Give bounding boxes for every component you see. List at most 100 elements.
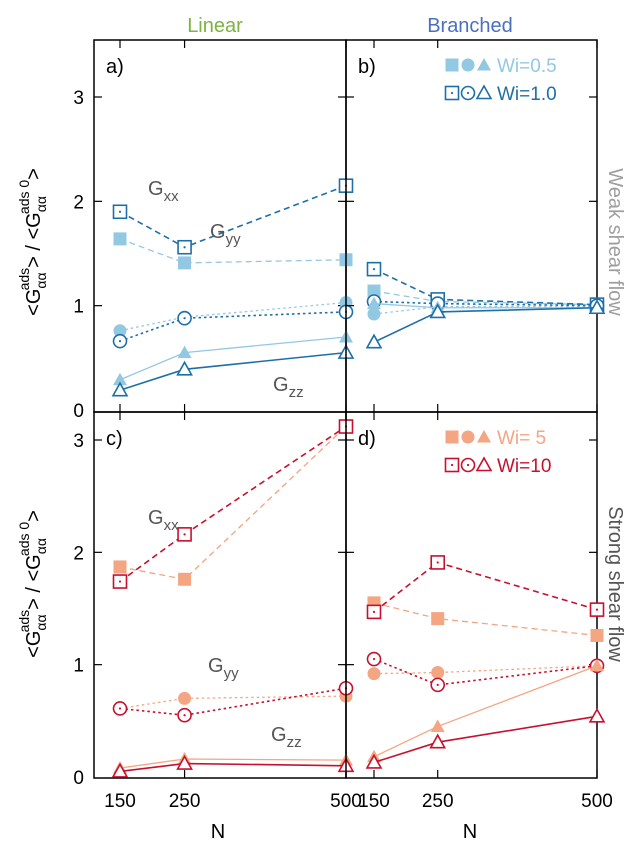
legend: Wi= 5 Wi=10 — [444, 428, 551, 477]
y-tick-label: 0 — [73, 768, 84, 789]
data-point-zz-open-250 — [429, 303, 447, 319]
annotation-gxx: Gxx — [148, 507, 179, 534]
series-line-xx-open — [119, 425, 347, 583]
series-line-zz-open — [373, 306, 598, 343]
legend-marker-zz-filled — [477, 430, 491, 443]
row-title-strong: Strong shear flow — [604, 506, 626, 662]
legend-marker-yy-filled — [461, 58, 475, 72]
series-line-xx-open — [373, 561, 598, 613]
column-title-linear: Linear — [187, 15, 243, 37]
y-tick-label: 2 — [73, 192, 84, 213]
y-tick-label: 3 — [73, 88, 84, 109]
series-line-xx-filled — [119, 238, 347, 264]
series-line-yy-open — [119, 687, 347, 717]
series-line-zz-open — [373, 715, 598, 764]
data-point-xx-filled-250 — [178, 572, 192, 586]
data-point-xx-filled-500 — [590, 628, 604, 642]
data-point-zz-open-500 — [588, 707, 606, 723]
annotation-gzz: Gzz — [271, 724, 302, 751]
data-point-xx-open-250-dot — [183, 246, 186, 249]
data-point-xx-open-250-dot — [183, 533, 186, 536]
data-point-yy-filled-250 — [431, 666, 445, 680]
y-tick-label: 2 — [73, 543, 84, 564]
legend-label-filled: Wi= 5 — [497, 428, 546, 449]
panel-frame — [345, 411, 598, 779]
data-point-zz-open-150 — [111, 381, 129, 397]
x-tick-label: 150 — [104, 791, 136, 812]
data-point-zz-open-250 — [176, 360, 193, 376]
legend-label-open: Wi=10 — [497, 456, 551, 477]
data-point-xx-filled-150 — [113, 560, 127, 574]
panel-label: d) — [358, 428, 376, 450]
data-point-xx-open-150-dot — [118, 210, 122, 213]
legend-marker-xx-open-dot — [450, 91, 454, 95]
panel-label: b) — [358, 56, 376, 78]
data-point-xx-open-150-dot — [372, 268, 376, 271]
data-point-zz-open-500 — [588, 299, 606, 315]
y-tick-label: 1 — [73, 656, 84, 677]
legend-marker-zz-open — [475, 456, 493, 472]
data-point-yy-open-250-dot — [436, 683, 439, 686]
data-point-zz-filled-150 — [113, 372, 127, 386]
legend-label-open: Wi=1.0 — [497, 84, 557, 105]
series-line-yy-filled — [119, 695, 347, 710]
annotation-gxx: Gxx — [148, 178, 179, 205]
legend-marker-zz-filled — [477, 58, 491, 71]
legend: Wi=0.5 Wi=1.0 — [444, 56, 557, 105]
series-line-xx-filled — [373, 602, 598, 637]
data-point-xx-open-150-dot — [118, 580, 122, 583]
data-point-zz-open-250 — [176, 754, 193, 770]
panels-group: 0 1 2 3 a) Gxx Gyy Gzz b) Wi=0.5 Wi=1.0 0 1 2 3 150 250 5… — [73, 39, 613, 812]
ylabel-top: <Gααads> / <Gααads 0> — [16, 168, 49, 316]
data-point-yy-filled-150 — [113, 324, 127, 338]
ylabel-bottom: <Gααads> / <Gααads 0> — [16, 510, 49, 658]
data-point-yy-filled-150 — [367, 667, 381, 681]
y-tick-label: 3 — [73, 431, 84, 452]
annotation-gzz: Gzz — [273, 374, 304, 401]
x-tick-label: 150 — [358, 791, 390, 812]
data-point-yy-open-150-dot — [372, 657, 376, 661]
panel-label: a) — [106, 56, 124, 78]
x-tick-label: 500 — [330, 791, 362, 812]
x-tick-label: 250 — [169, 791, 201, 812]
legend-label-filled: Wi=0.5 — [497, 56, 557, 77]
data-point-xx-filled-250 — [431, 612, 445, 626]
series-line-xx-open — [373, 268, 598, 306]
annotation-gyy: Gyy — [208, 655, 239, 682]
data-point-zz-open-150 — [365, 333, 383, 349]
data-point-xx-filled-150 — [113, 232, 127, 246]
legend-marker-yy-filled — [461, 430, 475, 444]
data-point-yy-open-250-dot — [183, 714, 186, 717]
data-point-zz-filled-250 — [430, 719, 445, 732]
legend-marker-yy-open-dot — [466, 91, 470, 95]
data-point-xx-filled-250 — [178, 256, 192, 270]
legend-marker-zz-open — [475, 84, 493, 100]
data-point-xx-open-250-dot — [436, 561, 439, 564]
x-tick-label: 500 — [581, 791, 613, 812]
row-title-weak: Weak shear flow — [604, 168, 626, 316]
data-point-xx-filled-150 — [367, 284, 381, 298]
column-title-branched: Branched — [427, 15, 513, 37]
annotation-gyy: Gyy — [210, 221, 241, 248]
data-point-zz-open-250 — [429, 733, 447, 749]
panel-b: b) Wi=0.5 Wi=1.0 — [345, 39, 606, 413]
series-line-zz-open — [119, 762, 347, 773]
data-point-xx-open-500-dot — [595, 608, 599, 611]
xlabel-left: N — [211, 821, 225, 843]
data-point-yy-open-250-dot — [183, 317, 186, 320]
legend-marker-xx-open-dot — [450, 463, 454, 467]
panel-c: 0 1 2 3 150 250 500 c) Gxx Gyy Gzz — [73, 411, 362, 812]
legend-marker-yy-open-dot — [466, 463, 470, 467]
data-point-yy-filled-150 — [367, 307, 381, 321]
data-point-zz-open-150 — [365, 753, 383, 769]
legend-marker-xx-filled — [445, 58, 459, 72]
data-point-zz-open-150 — [111, 762, 129, 778]
y-tick-label: 0 — [73, 401, 84, 422]
data-point-zz-filled-500 — [590, 658, 604, 672]
data-point-yy-open-150-dot — [118, 340, 122, 343]
xlabel-right: N — [463, 821, 477, 843]
y-tick-label: 1 — [73, 297, 84, 318]
data-point-yy-open-150-dot — [118, 707, 122, 710]
data-point-yy-filled-250 — [178, 691, 192, 705]
